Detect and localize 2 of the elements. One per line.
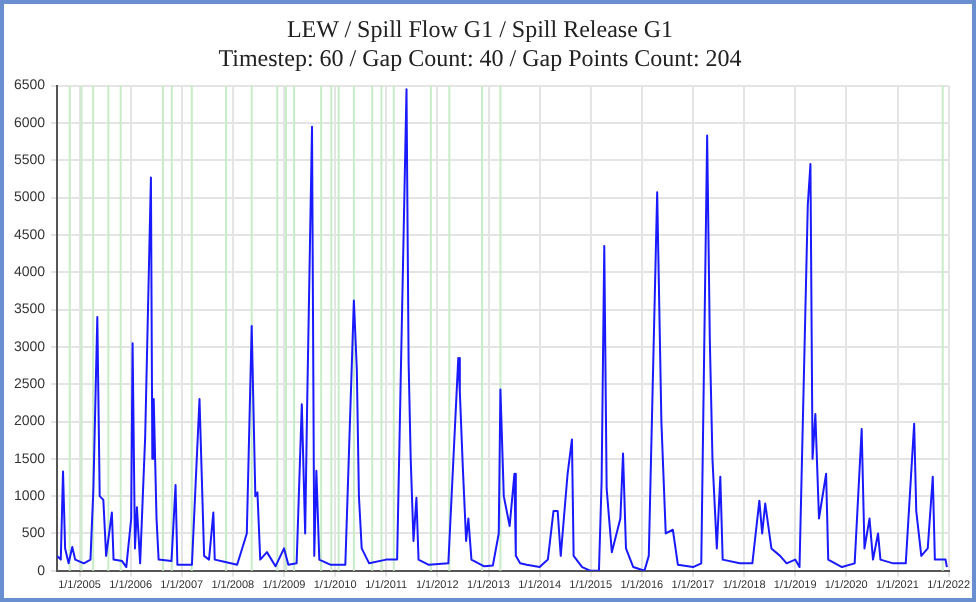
chart-subtitle: Timestep: 60 / Gap Count: 40 / Gap Points Count: 204 [218, 43, 742, 72]
chart-title: LEW / Spill Flow G1 / Spill Release G1 [286, 14, 674, 43]
